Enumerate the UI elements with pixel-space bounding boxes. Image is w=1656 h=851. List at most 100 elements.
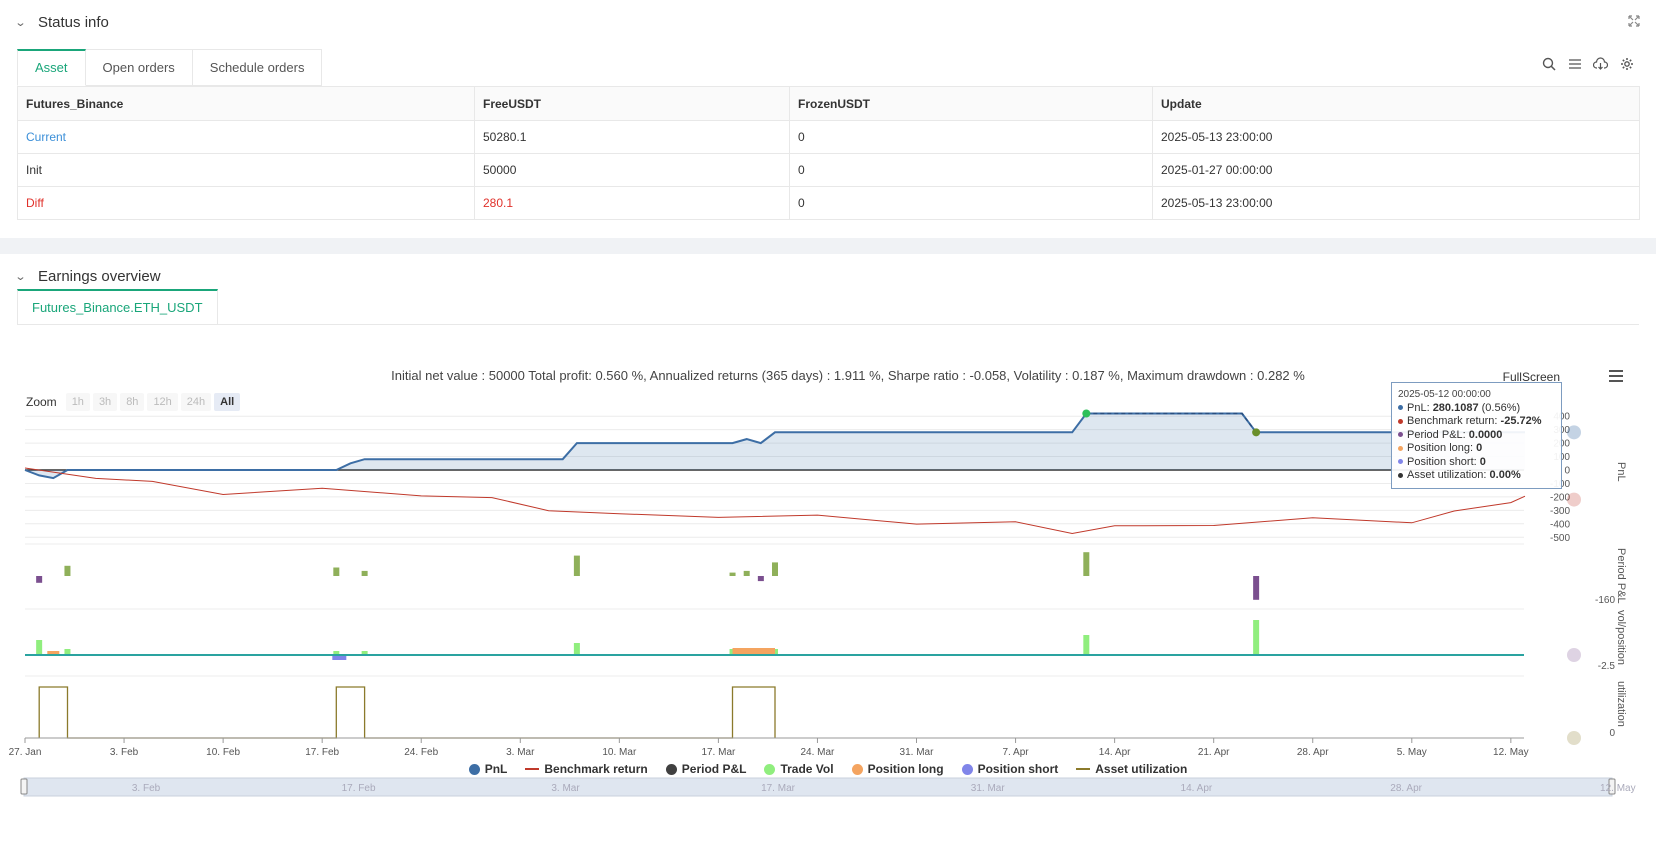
legend-item[interactable]: Period P&L: [665, 762, 747, 776]
zoom-24h-button[interactable]: 24h: [180, 393, 212, 411]
navigator-handle-right: [1608, 778, 1616, 795]
legend-marker: [1076, 768, 1091, 770]
pnl-area: [25, 413, 1525, 479]
tooltip-date: 2025-05-12 00:00:00: [1398, 389, 1491, 400]
legend-item[interactable]: Asset utilization: [1076, 762, 1187, 776]
y-tick-label: -2.5: [1598, 661, 1616, 672]
zoom-3h-button[interactable]: 3h: [92, 393, 118, 411]
chevron-down-icon[interactable]: ⌄: [14, 271, 27, 283]
zoom-all-button[interactable]: All: [214, 393, 241, 411]
status-info-panel: ⌄ Status info Asset Open orders Schedule…: [0, 0, 1656, 238]
axis-title-vol: vol/position: [1615, 610, 1627, 666]
navigator-tick-label: 14. Apr: [1181, 783, 1213, 794]
list-icon[interactable]: [1567, 56, 1582, 71]
legend-label: Benchmark return: [544, 762, 648, 776]
earnings-title: Earnings overview: [38, 268, 161, 285]
x-tick-label: 31. Mar: [900, 747, 935, 758]
x-tick-label: 10. Mar: [602, 747, 637, 758]
navigator-tick-label: 3. Mar: [551, 783, 580, 794]
legend-item[interactable]: Trade Vol: [764, 762, 834, 776]
cell-frozen: 0: [789, 120, 1153, 154]
x-tick-label: 17. Feb: [305, 747, 339, 758]
axis-title-period: Period P&L: [1615, 548, 1627, 604]
x-tick-label: 24. Mar: [800, 747, 835, 758]
zoom-8h-button[interactable]: 8h: [120, 393, 145, 411]
tooltip-benchmark: Benchmark return: -25.72%: [1398, 415, 1555, 429]
navigator-tick-label: 31. Mar: [971, 783, 1006, 794]
gear-icon[interactable]: [1619, 56, 1634, 71]
period-pnl-bar: [743, 570, 750, 576]
legend-item[interactable]: Benchmark return: [525, 762, 648, 776]
x-tick-label: 3. Mar: [506, 747, 535, 758]
earnings-chart[interactable]: 4003002001000-100-200-300-400-500-160-2.…: [0, 254, 1656, 851]
legend-item[interactable]: Position short: [961, 762, 1059, 776]
tooltip-pnl: PnL: 280.1087 (0.56%): [1398, 402, 1555, 416]
tab-schedule-orders[interactable]: Schedule orders: [192, 49, 323, 86]
status-info-title: Status info: [38, 14, 109, 31]
earnings-header[interactable]: ⌄ Earnings overview: [14, 268, 161, 285]
fullscreen-button[interactable]: FullScreen: [1502, 370, 1560, 384]
trade-vol-bar: [333, 651, 340, 655]
status-tabs: Asset Open orders Schedule orders: [17, 49, 323, 86]
position-short-bar: [332, 655, 347, 660]
status-info-header[interactable]: ⌄ Status info: [14, 14, 109, 31]
period-pnl-bar: [1083, 552, 1090, 576]
benchmark-line: [24, 467, 1526, 535]
legend-marker: [665, 763, 677, 775]
tab-open-orders[interactable]: Open orders: [85, 49, 193, 86]
x-tick-label: 3. Feb: [110, 747, 139, 758]
trade-vol-bar: [64, 649, 71, 655]
chart-legend: PnL Benchmark return Period P&L Trade Vol Po…: [0, 762, 1656, 776]
zoom-1h-button[interactable]: 1h: [65, 393, 90, 411]
cell-frozen: 0: [789, 153, 1153, 187]
cell-frozen: 0: [789, 186, 1153, 220]
cell-free: 50000: [474, 153, 790, 187]
vol-hover-dot: [1567, 648, 1581, 662]
navigator-tick-label: 17. Feb: [342, 783, 376, 794]
y-tick-label: -300: [1550, 506, 1570, 517]
x-tick-label: 10. Feb: [206, 747, 240, 758]
x-tick-label: 14. Apr: [1099, 747, 1131, 758]
trade-vol-bar: [1253, 620, 1260, 655]
row-label-current[interactable]: Current: [17, 120, 475, 154]
cell-update: 2025-01-27 00:00:00: [1152, 153, 1640, 187]
tooltip-utilization: Asset utilization: 0.00%: [1398, 469, 1555, 483]
cell-update: 2025-05-13 23:00:00: [1152, 120, 1640, 154]
period-pnl-bar: [1253, 576, 1260, 600]
cloud-download-icon[interactable]: [1593, 56, 1608, 71]
y-tick-label: 0: [1564, 466, 1570, 477]
axis-title-utilization: utilization: [1615, 681, 1627, 727]
chevron-down-icon[interactable]: ⌄: [14, 17, 27, 29]
col-header-frozen: FrozenUSDT: [789, 86, 1153, 121]
max-marker: [1082, 409, 1091, 418]
y-tick-label: -400: [1550, 519, 1570, 530]
benchmark-hover-dot: [1567, 492, 1581, 507]
tab-asset[interactable]: Asset: [17, 49, 86, 86]
cell-update: 2025-05-13 23:00:00: [1152, 186, 1640, 220]
position-long-bar: [732, 648, 775, 655]
search-icon[interactable]: [1541, 56, 1556, 71]
period-pnl-bar: [361, 570, 368, 576]
table-header-row: Futures_Binance FreeUSDT FrozenUSDT Upda…: [17, 86, 1640, 121]
legend-item[interactable]: Position long: [851, 762, 944, 776]
col-header-exchange: Futures_Binance: [17, 86, 475, 121]
legend-label: Period P&L: [681, 762, 747, 776]
legend-item[interactable]: PnL: [468, 762, 507, 776]
zoom-controls: Zoom 1h 3h 8h 12h 24h All: [26, 393, 241, 411]
navigator-handle-left: [20, 778, 28, 795]
navigator-tick-label: 3. Feb: [132, 783, 161, 794]
navigator-tick-label: 17. Mar: [761, 783, 796, 794]
legend-marker: [851, 763, 863, 775]
period-pnl-bar: [573, 555, 580, 576]
collapse-fullscreen-icon[interactable]: [1628, 14, 1640, 30]
earnings-overview-panel: ⌄ Earnings overview Futures_Binance.ETH_…: [0, 254, 1656, 851]
x-tick-label: 21. Apr: [1198, 747, 1230, 758]
utilization-line: [38, 686, 776, 739]
period-pnl-bar: [64, 565, 71, 576]
legend-label: Position short: [977, 762, 1059, 776]
row-label-diff: Diff: [17, 186, 475, 220]
zoom-12h-button[interactable]: 12h: [147, 393, 178, 411]
legend-label: Position long: [867, 762, 944, 776]
legend-marker: [961, 763, 973, 775]
chart-menu-icon[interactable]: [1608, 369, 1624, 388]
